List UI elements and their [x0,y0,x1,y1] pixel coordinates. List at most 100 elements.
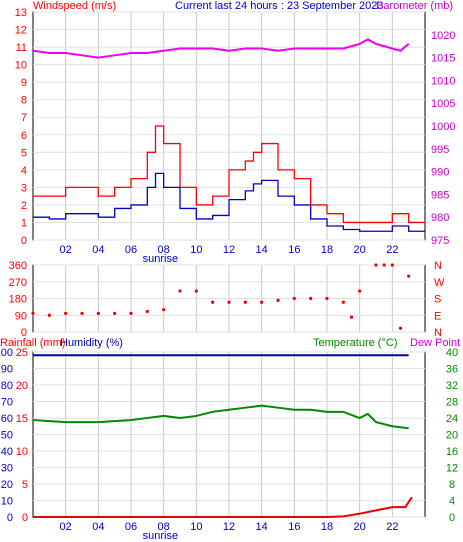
rain-tick-label: 5 [22,479,28,491]
humidity-tick-label: 70 [1,397,13,409]
y-right-tick-label: 995 [431,144,449,156]
rain-tick-label: 0 [22,512,28,524]
temperature-tick-label: 36 [446,364,458,376]
x-tick-label: 18 [321,244,333,256]
y-left-tick-label: 0 [21,235,27,247]
direction-series [31,263,411,330]
direction-point [358,289,362,293]
humidity-tick-label: 60 [1,413,13,425]
humidity-tick-label: 100 [0,347,13,359]
x-tick-label: 20 [354,244,366,256]
y-left-tick-label: 2 [21,200,27,212]
humidity-tick-label: 80 [1,380,13,392]
sunrise-label: sunrise [143,253,178,265]
direction-point [129,311,133,315]
direction-point [407,274,411,278]
x-tick-label: 16 [288,244,300,256]
direction-point [374,263,378,267]
x-tick-label: 06 [125,521,137,533]
direction-point [194,289,198,293]
series-line-temperature [32,404,409,430]
temperature-tick-label: 8 [449,479,455,491]
series-line-rain [33,496,413,518]
x-tick-label: 18 [321,521,333,533]
direction-point [276,298,280,302]
y-right-tick-label: 985 [431,189,449,201]
temperature-tick-label: 16 [446,446,458,458]
current-label: Current last 24 hours : 23 September 202… [175,0,384,12]
x-tick-label: 22 [386,244,398,256]
x-tick-label: 12 [223,521,235,533]
direction-grid [33,264,425,333]
humidity-tick-label: 30 [1,463,13,475]
compass-tick-label: N [434,327,442,339]
humidity-tick-label: 90 [1,364,13,376]
direction-tick-label: 180 [9,294,27,306]
direction-point [145,309,149,314]
y-right-tick-label: 975 [431,235,449,247]
direction-tick-label: 360 [9,260,27,272]
y-right-tick-label: 980 [431,212,449,224]
x-tick-label: 06 [125,244,137,256]
y-left-tick-label: 10 [15,60,27,72]
y-right-tick-label: 1020 [431,30,455,42]
temperature-tick-label: 32 [446,380,458,392]
x-tick-label: 02 [60,244,72,256]
x-tick-label: 10 [190,244,202,256]
y-right-tick-label: 1005 [431,98,455,110]
direction-point [292,296,296,301]
direction-point [341,300,345,304]
rain-label: Rainfall (mm) [0,337,65,349]
temperature-tick-label: 4 [449,496,455,508]
direction-point [80,311,84,315]
x-tick-label: 20 [354,521,366,533]
direction-point [309,296,313,301]
x-tick-label: 04 [92,521,104,533]
direction-point [398,326,403,330]
x-tick-label: 14 [256,244,268,256]
direction-point [96,311,100,315]
climate-grid [33,351,425,518]
direction-point [390,263,394,267]
y-right-tick-label: 1015 [431,53,455,65]
y-left-tick-label: 1 [21,217,27,229]
x-tick-label: 16 [288,521,300,533]
series-line-pressure [32,38,410,59]
compass-tick-label: N [434,260,442,272]
direction-point [211,300,215,304]
baro-title: Barometer (mb) [376,0,453,12]
direction-point [178,289,182,293]
y-right-tick-label: 1010 [431,75,455,87]
humidity-tick-label: 20 [1,479,13,491]
compass-tick-label: S [434,294,441,306]
y-right-tick-label: 990 [431,167,449,179]
direction-tick-label: 0 [21,327,27,339]
series-line-gust [33,125,425,224]
temperature-tick-label: 28 [446,397,458,409]
x-tick-label: 08 [158,521,170,533]
wind-grid [33,11,425,241]
direction-point [325,296,329,301]
direction-point [64,311,68,315]
sunrise-label: sunrise [143,530,178,542]
temperature-tick-label: 24 [446,413,458,425]
x-tick-label: 02 [60,521,72,533]
humidity-tick-label: 40 [1,446,13,458]
rain-tick-label: 20 [16,380,28,392]
y-left-tick-label: 3 [21,182,27,194]
rain-tick-label: 15 [16,413,28,425]
y-left-tick-label: 4 [21,165,27,177]
x-tick-label: 10 [190,521,202,533]
x-tick-label: 04 [92,244,104,256]
temperature-tick-label: 20 [446,430,458,442]
direction-point [113,311,117,315]
direction-point [260,300,264,304]
rain-tick-label: 25 [16,347,28,359]
direction-point [349,315,354,319]
temperature-tick-label: 40 [446,347,458,359]
humidity-label: Humidity (%) [60,337,123,349]
direction-point [382,263,386,267]
wind-series [32,38,425,232]
temperature-tick-label: 0 [449,512,455,524]
